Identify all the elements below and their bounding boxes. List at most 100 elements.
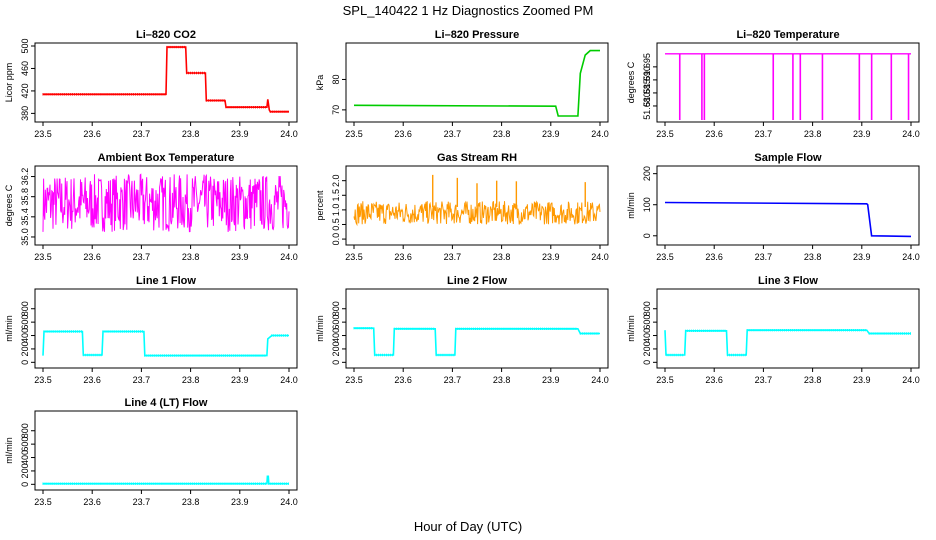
x-tick-label: 23.9 <box>853 252 871 262</box>
x-tick-label: 23.8 <box>182 497 200 507</box>
series-noise <box>42 45 289 113</box>
x-tick-label: 23.8 <box>493 129 511 139</box>
y-tick-label: 0.0 <box>331 233 341 246</box>
panel-line2: Line 2 Flow 23.5 23.6 23.7 23.8 23.9 24.0 0 2004… <box>315 275 609 385</box>
series-line <box>664 329 911 356</box>
x-tick-label: 23.9 <box>231 497 249 507</box>
x-tick-label: 23.6 <box>394 375 412 385</box>
y-tick-label: 600 <box>20 437 30 452</box>
y-tick-label: 200 <box>642 341 652 356</box>
y-tick-label: 200 <box>20 463 30 478</box>
x-tick-label: 23.8 <box>493 375 511 385</box>
x-tick-label: 23.9 <box>853 375 871 385</box>
plot-frame <box>34 410 298 491</box>
x-tick-label: 23.5 <box>345 129 363 139</box>
y-tick-label: 35.4 <box>20 208 30 226</box>
x-tick-label: 23.5 <box>345 375 363 385</box>
y-tick-label: 0.5 <box>331 218 341 231</box>
figure-xlabel: Hour of Day (UTC) <box>414 519 522 534</box>
y-tick-label: 0 <box>20 482 30 487</box>
x-tick-label: 24.0 <box>591 252 609 262</box>
plot-frame <box>34 42 298 123</box>
y-axis-label: Licor ppm <box>4 63 14 103</box>
y-tick-label: 500 <box>20 38 30 53</box>
series-noise <box>42 482 289 485</box>
x-tick-label: 23.9 <box>231 375 249 385</box>
y-axis-label: degrees C <box>4 184 14 226</box>
x-tick-label: 24.0 <box>591 129 609 139</box>
x-tick-label: 23.7 <box>444 252 462 262</box>
panel-line1: Line 1 Flow 23.5 23.6 23.7 23.8 23.9 24.0 0 2004… <box>4 275 298 385</box>
y-tick-label: 800 <box>642 301 652 316</box>
y-tick-label: 600 <box>331 315 341 330</box>
y-tick-label: 70 <box>331 105 341 115</box>
y-tick-label: 200 <box>20 341 30 356</box>
y-tick-label: 600 <box>642 315 652 330</box>
x-tick-label: 23.7 <box>133 375 151 385</box>
y-tick-label: 35.0 <box>20 228 30 246</box>
panel-title: Li–820 Temperature <box>736 29 839 41</box>
y-tick-label: 1.5 <box>331 189 341 202</box>
plot-frame <box>34 288 298 369</box>
y-axis-label: ml/min <box>626 315 636 342</box>
plot-frame <box>345 165 609 246</box>
y-tick-label: 80 <box>331 74 341 84</box>
x-tick-label: 24.0 <box>591 375 609 385</box>
y-axis-label: ml/min <box>315 315 325 342</box>
y-tick-label: 0 <box>642 360 652 365</box>
y-tick-label: 0 <box>642 233 652 238</box>
panel-ambient: Ambient Box Temperature 23.5 23.6 23.7 23.8 2… <box>4 152 298 262</box>
y-axis-label: percent <box>315 190 325 221</box>
series-line <box>42 173 290 233</box>
panel-rh: Gas Stream RH 23.5 23.6 23.7 23.8 23.9 24.0 0.0… <box>315 152 609 262</box>
x-tick-label: 23.8 <box>804 129 822 139</box>
x-tick-label: 23.5 <box>656 252 674 262</box>
panel-temp: Li–820 Temperature 23.5 23.6 23.7 23.8 23.9 24… <box>626 29 920 139</box>
x-tick-label: 23.5 <box>34 497 52 507</box>
y-axis-label: degrees C <box>626 61 636 103</box>
y-tick-label: 1.0 <box>331 204 341 217</box>
y-tick-label: 400 <box>20 450 30 465</box>
x-tick-label: 24.0 <box>280 129 298 139</box>
series-noise <box>666 329 911 357</box>
x-tick-label: 23.6 <box>83 252 101 262</box>
panel-co2: Li–820 CO2 23.5 23.6 23.7 23.8 23.9 24.0 380 420… <box>4 29 298 139</box>
panel-line4: Line 4 (LT) Flow 23.5 23.6 23.7 23.8 23.9 24.0… <box>4 397 298 507</box>
panel-line3: Line 3 Flow 23.5 23.6 23.7 23.8 23.9 24.0 0 2004… <box>626 275 920 385</box>
y-tick-label: 800 <box>331 301 341 316</box>
series-line <box>664 201 912 238</box>
y-tick-label: 600 <box>20 315 30 330</box>
plot-frame <box>656 42 920 123</box>
y-tick-label: 460 <box>20 61 30 76</box>
series-noise <box>353 327 599 357</box>
series-line <box>42 330 289 357</box>
x-tick-label: 23.8 <box>182 129 200 139</box>
x-tick-label: 24.0 <box>280 497 298 507</box>
x-tick-label: 23.6 <box>83 375 101 385</box>
x-tick-label: 23.6 <box>705 375 723 385</box>
panel-title: Sample Flow <box>754 152 822 164</box>
x-tick-label: 24.0 <box>902 252 920 262</box>
x-tick-label: 24.0 <box>902 375 920 385</box>
y-tick-label: 380 <box>20 106 30 121</box>
x-tick-label: 24.0 <box>280 252 298 262</box>
figure-title: SPL_140422 1 Hz Diagnostics Zoomed PM <box>343 3 594 18</box>
y-tick-label: 400 <box>331 328 341 343</box>
x-tick-label: 24.0 <box>280 375 298 385</box>
x-tick-label: 23.5 <box>656 375 674 385</box>
panel-title: Gas Stream RH <box>437 152 517 164</box>
x-tick-label: 23.9 <box>542 375 560 385</box>
y-axis-label: ml/min <box>626 192 636 219</box>
x-tick-label: 23.9 <box>542 252 560 262</box>
plot-frame <box>34 165 298 246</box>
y-tick-label: 0 <box>331 360 341 365</box>
series-noise <box>43 330 288 357</box>
y-tick-label: 35.8 <box>20 188 30 206</box>
x-tick-label: 24.0 <box>902 129 920 139</box>
y-tick-label: 420 <box>20 83 30 98</box>
plot-frame <box>656 288 920 369</box>
y-tick-label: 400 <box>20 328 30 343</box>
y-tick-label: 200 <box>642 166 652 181</box>
x-tick-label: 23.5 <box>34 129 52 139</box>
y-tick-label: 51.695 <box>642 53 652 81</box>
